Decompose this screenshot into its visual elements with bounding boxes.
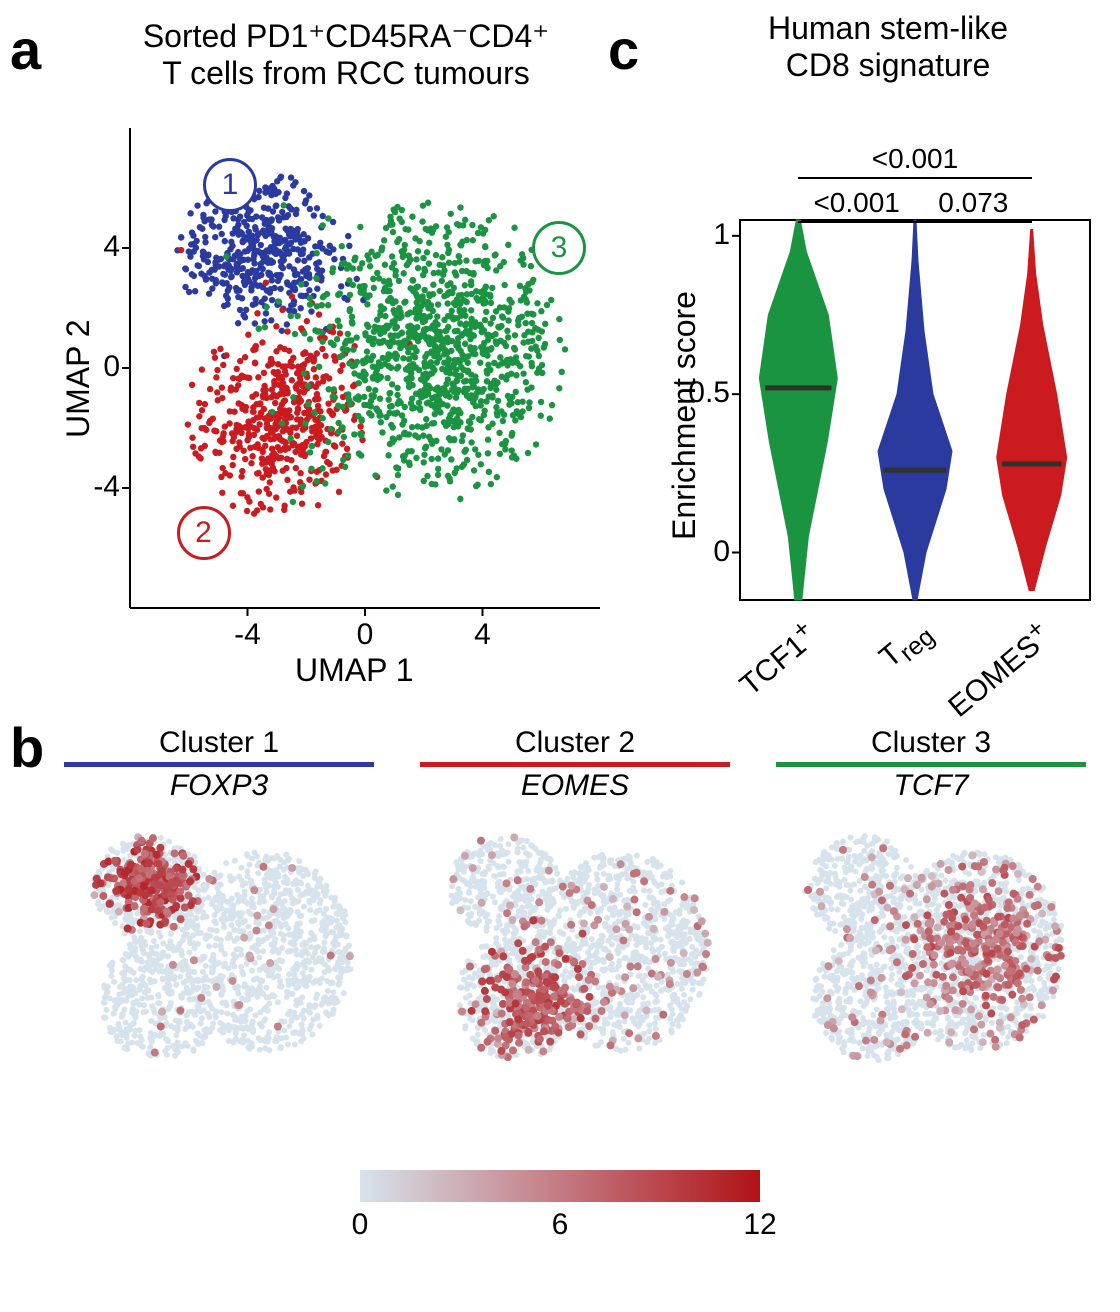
panel-b-feature-1 [64,808,374,1118]
panel-a-title: Sorted PD1⁺CD45RA⁻CD4⁺T cells from RCC t… [96,18,596,92]
panel-c-category: Treg [873,614,940,680]
panel-a-xtick: -4 [230,618,266,652]
panel-b-feature-2 [420,808,730,1118]
panel-a-ytick: 4 [70,230,120,264]
cluster-badge: 1 [203,158,257,212]
panel-c-violin [740,220,1090,600]
panel-c-label: c [608,22,639,78]
significance-annotation: 0.073 [915,187,1032,223]
panel-c-ytick: 0.5 [674,376,730,410]
cluster-badge: 3 [532,221,586,275]
panel-a-label: a [10,22,41,78]
panel-c-ylabel: Enrichment score [666,291,703,540]
panel-b-colorbar [360,1170,760,1202]
significance-annotation: <0.001 [798,143,1031,179]
cluster-badge: 2 [177,506,231,560]
panel-a-xlabel: UMAP 1 [295,652,414,689]
panel-a-xtick: 0 [347,618,383,652]
colorbar-tick: 0 [342,1208,378,1242]
panel-b-feature-title: Cluster 1FOXP3 [64,726,374,803]
panel-a-ytick: 0 [70,350,120,384]
panel-c-category: TCF1+ [730,614,825,703]
panel-b-feature-3 [776,808,1086,1118]
panel-b-feature-title: Cluster 3TCF7 [776,726,1086,803]
panel-a-ytick: -4 [70,470,120,504]
panel-c-category: EOMES+ [937,614,1058,724]
panel-a-xtick: 4 [465,618,501,652]
panel-c-title: Human stem-likeCD8 signature [688,10,1088,84]
colorbar-tick: 12 [742,1208,778,1242]
panel-b-label: b [10,720,44,776]
figure: a Sorted PD1⁺CD45RA⁻CD4⁺T cells from RCC… [0,0,1120,1312]
panel-c-ytick: 0 [674,535,730,569]
panel-c-ytick: 1 [674,218,730,252]
significance-annotation: <0.001 [798,187,915,223]
panel-b-feature-title: Cluster 2EOMES [420,726,730,803]
colorbar-tick: 6 [542,1208,578,1242]
